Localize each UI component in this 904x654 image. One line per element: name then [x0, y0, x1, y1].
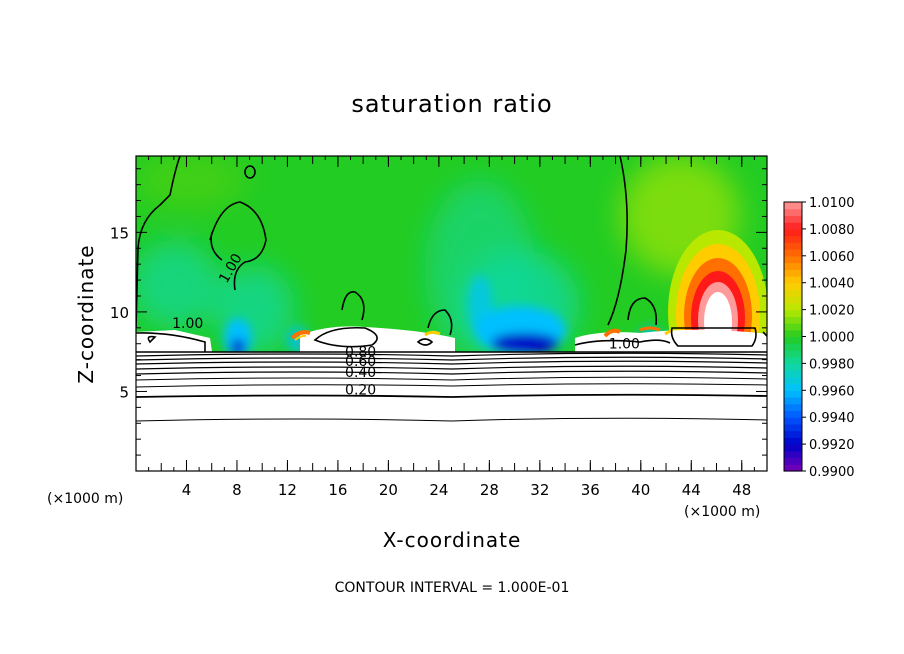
- contour-labels: 1.001.001.000.800.600.400.20: [172, 251, 640, 399]
- colorbar-band: [784, 417, 802, 425]
- colorbar-band: [784, 302, 802, 311]
- contour-interval-note: CONTOUR INTERVAL = 1.000E-01: [335, 580, 570, 596]
- y-tick-label: 10: [110, 304, 129, 322]
- colorbar-band: [784, 363, 802, 371]
- colorbar-band: [784, 282, 802, 291]
- colorbar-band: [784, 410, 802, 418]
- x-tick-label: 8: [232, 481, 242, 499]
- colorbar-band: [784, 336, 802, 344]
- x-tick-label: 28: [480, 481, 499, 499]
- x-tick-label: 44: [682, 481, 701, 499]
- y-tick-label: 15: [110, 224, 129, 242]
- colorbar-band: [784, 349, 802, 358]
- contour-label: 0.40: [345, 365, 376, 381]
- colorbar-tick-label: 0.9960: [809, 384, 855, 399]
- contour-label: 0.20: [345, 383, 376, 399]
- colorbar-tick-label: 1.0060: [809, 250, 855, 265]
- contour-lines-lower: [136, 351, 767, 422]
- colorbar-band: [784, 356, 802, 364]
- dry-core-30km-inner: [491, 333, 559, 353]
- colorbar-band: [784, 423, 802, 432]
- colorbar-band: [784, 457, 802, 465]
- axis-ticks: [136, 156, 767, 471]
- colorbar-tick-label: 0.9900: [809, 465, 855, 480]
- colorbar-band: [784, 249, 802, 257]
- colorbar-tick-label: 1.0000: [809, 331, 855, 346]
- colorbar-band: [784, 397, 802, 405]
- x-tick-label: 4: [182, 481, 192, 499]
- colorbar-tick-labels: 1.0100 1.0080 1.0060 1.0040 1.0020 1.0000 0.99…: [809, 196, 855, 480]
- colorbar-band: [784, 228, 802, 237]
- x-tick-label: 24: [429, 481, 448, 499]
- contour-label: 0.80: [345, 344, 376, 360]
- colorbar-band: [784, 437, 802, 445]
- colorbar-band: [784, 242, 802, 250]
- colorbar-band: [784, 309, 802, 317]
- colorbar-tick-label: 1.0100: [809, 196, 855, 211]
- warm-edge-marks: [290, 326, 673, 341]
- colorbar-band: [784, 235, 802, 243]
- x-tick-labels: 4 8 12 16 20 24 28 32 36 40 44 48: [182, 481, 752, 499]
- colorbar-band: [784, 329, 802, 338]
- y-axis-label: Z-coordinate: [74, 244, 98, 383]
- colorbar-band: [784, 464, 802, 472]
- y-tick-label: 5: [119, 383, 129, 401]
- colorbar-band: [784, 202, 802, 210]
- colorbar-band: [784, 323, 802, 331]
- dry-core-8km: [224, 318, 252, 358]
- x-tick-label: 20: [379, 481, 398, 499]
- colorbar-band: [784, 376, 802, 385]
- x-axis-label: X-coordinate: [383, 528, 522, 552]
- colorbar-band: [784, 430, 802, 438]
- lower-layer: [136, 352, 767, 471]
- dry-streak-26km: [468, 275, 492, 335]
- colorbar-band: [784, 444, 802, 452]
- colorbar-band: [784, 215, 802, 223]
- x-tick-label: 36: [581, 481, 600, 499]
- colorbar-band: [784, 450, 802, 459]
- x-units-label: (×1000 m): [684, 504, 760, 520]
- chart-title: saturation ratio: [351, 90, 552, 118]
- moist-patch-upper-left: [136, 156, 245, 208]
- colorbar-band: [784, 383, 802, 391]
- colorbar-band: [784, 403, 802, 412]
- y-units-label: (×1000 m): [47, 491, 123, 507]
- colorbar-tick-label: 1.0040: [809, 277, 855, 292]
- contour-label: 0.60: [345, 354, 376, 370]
- x-tick-label: 48: [732, 481, 751, 499]
- contour-lines-upper: [136, 156, 767, 352]
- colorbar-band: [784, 275, 802, 284]
- colorbar-tick-label: 1.0020: [809, 304, 855, 319]
- colorbar-band: [784, 343, 802, 351]
- colorbar-band: [784, 255, 802, 264]
- colorbar-tick-label: 0.9940: [809, 411, 855, 426]
- x-tick-label: 16: [328, 481, 347, 499]
- colorbar: [783, 201, 806, 472]
- colorbar-band: [784, 269, 802, 277]
- colorbar-tick-label: 0.9920: [809, 438, 855, 453]
- colorbar-band: [784, 222, 802, 230]
- colorbar-band: [784, 289, 802, 297]
- x-tick-label: 12: [278, 481, 297, 499]
- plot-area: [136, 156, 767, 471]
- colorbar-band: [784, 316, 802, 324]
- colorbar-band: [784, 370, 802, 378]
- x-tick-label: 32: [530, 481, 549, 499]
- contour-label: 1.00: [609, 337, 640, 353]
- colorbar-band: [784, 262, 802, 270]
- colorbar-band: [784, 208, 802, 217]
- y-tick-labels: 5 10 15: [110, 224, 129, 401]
- colorbar-tick-label: 1.0080: [809, 223, 855, 238]
- x-tick-label: 40: [631, 481, 650, 499]
- colorbar-band: [784, 296, 802, 304]
- colorbar-tick-label: 0.9980: [809, 357, 855, 372]
- colorbar-band: [784, 390, 802, 398]
- dry-core-8km-inner: [231, 339, 245, 355]
- contour-label: 1.00: [172, 316, 203, 332]
- drier-patch-left: [136, 240, 220, 330]
